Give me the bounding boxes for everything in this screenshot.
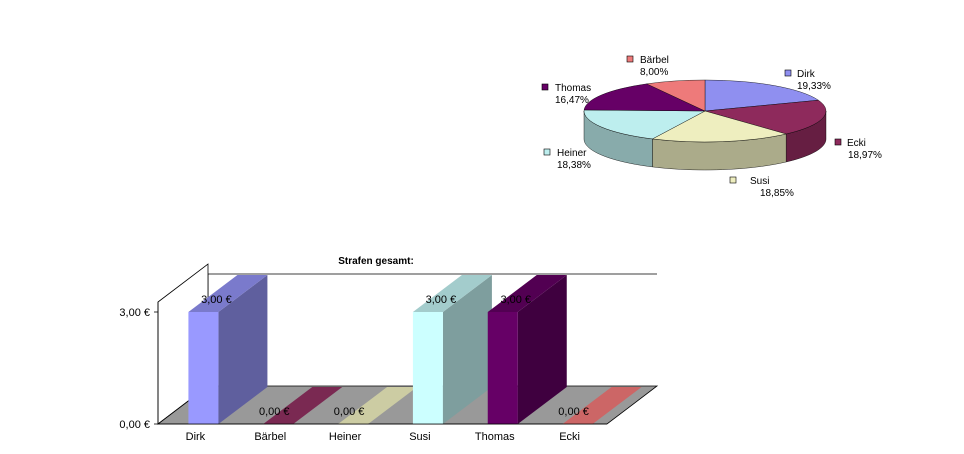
pie-slice-bärbel — [646, 79, 706, 112]
bar-ecki — [562, 387, 642, 424]
pie-slice-ecki — [704, 99, 827, 135]
pie-legend-swatch-heiner — [543, 148, 551, 156]
y-tick-label: 0,00 € — [119, 419, 150, 431]
pie-legend-swatch-dirk — [784, 69, 792, 77]
pie-value-label-susi: 18,85% — [760, 188, 794, 199]
pie-value-label-heiner: 18,38% — [557, 160, 591, 171]
pie-slice-dirk — [704, 79, 819, 112]
pie-value-label-ecki: 18,97% — [848, 150, 882, 161]
pie-legend-swatch-thomas — [541, 83, 549, 91]
pie-label-thomas: Thomas — [555, 83, 591, 94]
bar-bärbel — [263, 387, 343, 424]
bar-value-label-ecki: 0,00 € — [558, 406, 589, 418]
bar-top-dirk — [188, 275, 268, 312]
pie-label-heiner: Heiner — [557, 148, 587, 159]
bar-value-label-susi: 3,00 € — [426, 294, 457, 306]
bar-side-susi — [442, 275, 492, 424]
bar-heiner — [338, 387, 418, 424]
x-tick-label-susi: Susi — [409, 431, 430, 443]
x-tick-label-ecki: Ecki — [559, 431, 580, 443]
bar-side-thomas — [517, 275, 567, 424]
bar-chart: Strafen gesamt: 0,00 € 3,00 € 3,00 € Dirk 0,… — [119, 256, 659, 443]
bar-value-label-dirk: 3,00 € — [201, 294, 232, 306]
x-tick-label-dirk: Dirk — [186, 431, 206, 443]
pie-label-ecki: Ecki — [847, 138, 866, 149]
pie-label-bärbel: Bärbel — [640, 55, 669, 66]
bar-value-label-heiner: 0,00 € — [334, 406, 365, 418]
pie-slice-susi — [651, 110, 787, 143]
pie-label-susi: Susi — [750, 176, 769, 187]
pie-slice-heiner — [583, 109, 706, 140]
y-tick-label: 3,00 € — [119, 307, 150, 319]
pie-legend-swatch-bärbel — [626, 55, 634, 63]
x-tick-label-thomas: Thomas — [475, 431, 515, 443]
bar-chart-title: Strafen gesamt: — [338, 256, 414, 267]
bar-value-label-bärbel: 0,00 € — [259, 406, 290, 418]
bar-dirk — [188, 312, 219, 424]
bar-side-dirk — [218, 275, 268, 424]
bar-susi — [412, 312, 443, 424]
pie-label-dirk: Dirk — [797, 69, 816, 80]
bar-thomas — [487, 312, 518, 424]
pie-value-label-bärbel: 8,00% — [640, 67, 668, 78]
pie-legend-swatch-ecki — [834, 138, 842, 146]
bar-value-label-thomas: 3,00 € — [500, 294, 531, 306]
pie-slice-thomas — [583, 83, 706, 112]
bar-top-thomas — [487, 275, 567, 312]
x-tick-label-heiner: Heiner — [329, 431, 362, 443]
x-tick-label-bärbel: Bärbel — [254, 431, 286, 443]
pie-legend-swatch-susi — [729, 176, 737, 184]
bar-top-susi — [412, 275, 492, 312]
pie-value-label-dirk: 19,33% — [797, 81, 831, 92]
pie-value-label-thomas: 16,47% — [555, 95, 589, 106]
